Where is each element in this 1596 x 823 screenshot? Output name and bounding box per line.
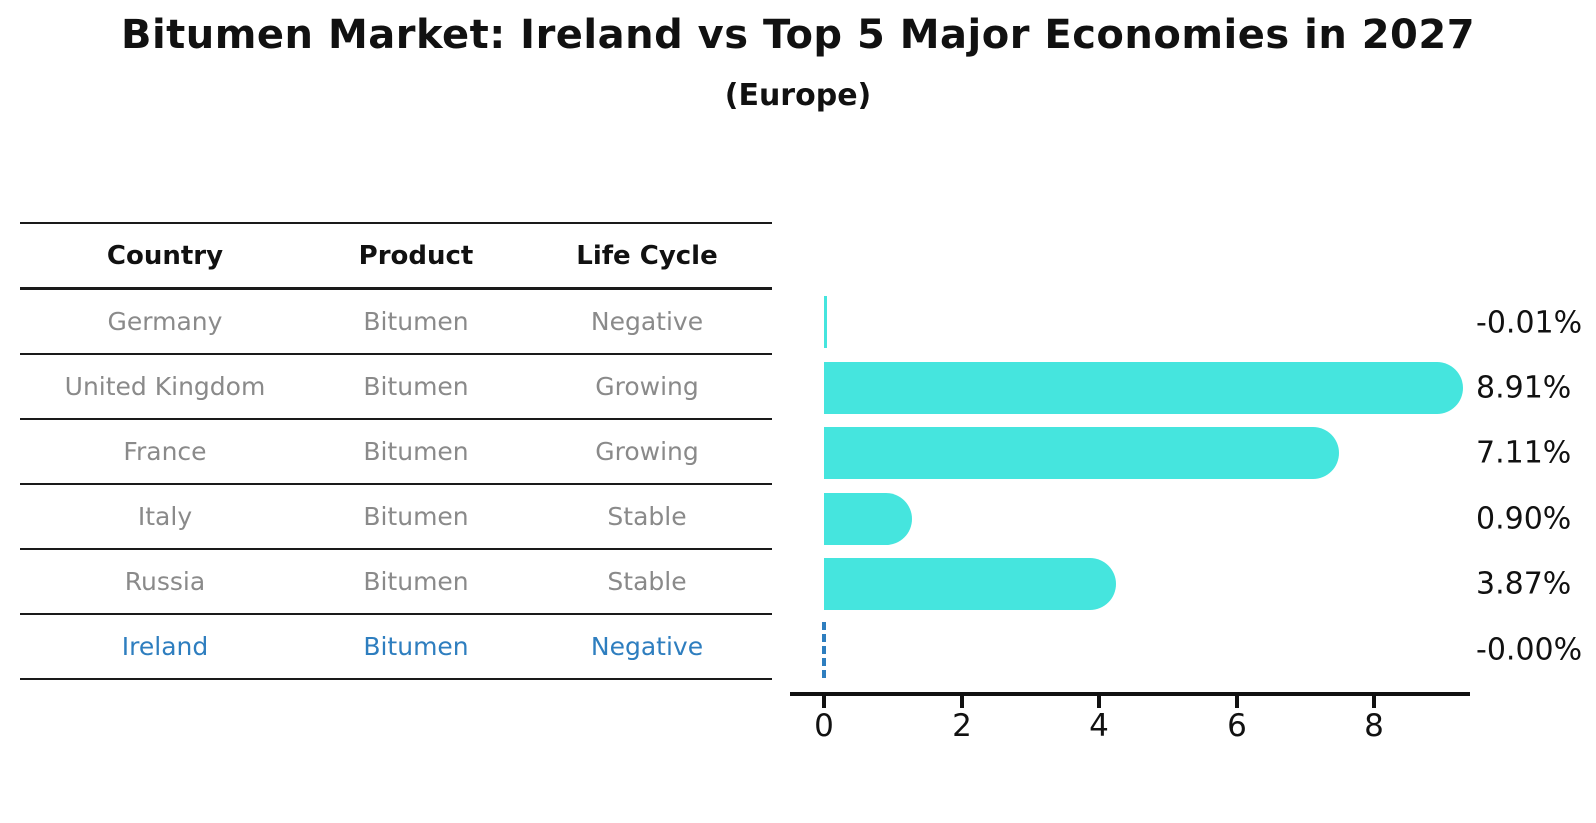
- x-tick-label: 4: [1089, 708, 1109, 744]
- table-cell-country: Ireland: [121, 632, 209, 661]
- table-cell-country: Italy: [137, 502, 193, 531]
- table-cell-product: Bitumen: [363, 632, 469, 661]
- table-cell-country: Germany: [107, 307, 223, 336]
- table-header-row: Country Product Life Cycle: [20, 224, 772, 290]
- bar-ireland-marker: [822, 622, 826, 678]
- bar-france: [824, 427, 1340, 479]
- table-cell-country: France: [123, 437, 207, 466]
- value-label: 7.11%: [1476, 435, 1572, 471]
- x-tick-label: 0: [814, 708, 834, 744]
- value-label: -0.00%: [1476, 632, 1583, 668]
- x-tick-label: 6: [1227, 708, 1247, 744]
- bar-russia: [824, 558, 1117, 610]
- bar-italy: [824, 493, 912, 545]
- table-header-country: Country: [106, 240, 224, 271]
- table-header-life-cycle: Life Cycle: [576, 240, 718, 271]
- table-cell-life-cycle: Stable: [607, 567, 687, 596]
- table-header-product: Product: [358, 240, 474, 271]
- x-tick-label: 8: [1364, 708, 1384, 744]
- table-row: United Kingdom Bitumen Growing: [20, 355, 772, 420]
- table-cell-product: Bitumen: [363, 502, 469, 531]
- value-label: -0.01%: [1476, 305, 1583, 341]
- x-axis-line: [790, 692, 1470, 696]
- chart-title: Bitumen Market: Ireland vs Top 5 Major E…: [120, 12, 1476, 58]
- table-row: Russia Bitumen Stable: [20, 550, 772, 615]
- table-row-ireland: Ireland Bitumen Negative: [20, 615, 772, 680]
- table-cell-product: Bitumen: [363, 567, 469, 596]
- value-label: 3.87%: [1476, 566, 1572, 602]
- table-cell-life-cycle: Negative: [590, 307, 704, 336]
- table-row: Italy Bitumen Stable: [20, 485, 772, 550]
- value-label: 8.91%: [1476, 370, 1572, 406]
- bar-united-kingdom: [824, 362, 1463, 414]
- x-axis-tick: [1235, 696, 1239, 708]
- table-cell-life-cycle: Growing: [595, 372, 699, 401]
- table-cell-country: United Kingdom: [64, 372, 266, 401]
- chart-subtitle: (Europe): [724, 78, 872, 113]
- table-cell-product: Bitumen: [363, 307, 469, 336]
- table-cell-life-cycle: Negative: [590, 632, 704, 661]
- x-axis-tick: [822, 696, 826, 708]
- table-cell-product: Bitumen: [363, 372, 469, 401]
- value-label: 0.90%: [1476, 501, 1572, 537]
- bar-germany: [824, 296, 827, 348]
- x-tick-label: 2: [952, 708, 972, 744]
- x-axis-tick: [1097, 696, 1101, 708]
- table-cell-life-cycle: Growing: [595, 437, 699, 466]
- table-cell-life-cycle: Stable: [607, 502, 687, 531]
- x-axis-tick: [1372, 696, 1376, 708]
- table-row: France Bitumen Growing: [20, 420, 772, 485]
- table-cell-country: Russia: [124, 567, 206, 596]
- x-axis-tick: [960, 696, 964, 708]
- country-table: Country Product Life Cycle Germany Bitum…: [20, 222, 772, 680]
- table-row: Germany Bitumen Negative: [20, 290, 772, 355]
- table-cell-product: Bitumen: [363, 437, 469, 466]
